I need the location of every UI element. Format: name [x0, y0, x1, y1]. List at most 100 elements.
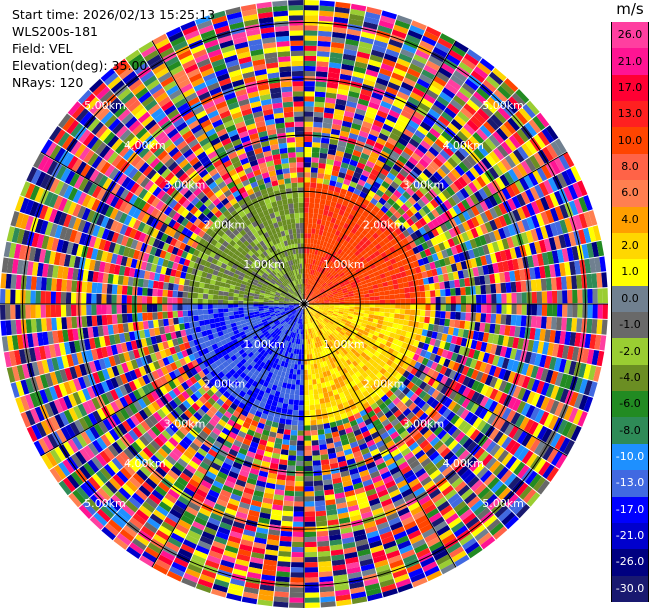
radar-gate — [452, 236, 460, 246]
radar-gate — [309, 192, 316, 199]
radar-gate — [389, 313, 395, 318]
radar-gate — [378, 132, 389, 142]
radar-gate — [309, 404, 316, 411]
radar-gate — [316, 271, 320, 277]
radar-gate — [507, 198, 517, 211]
radar-gate — [329, 138, 339, 146]
radar-gate — [458, 86, 473, 99]
radar-gate — [353, 113, 365, 121]
radar-gate — [433, 100, 447, 111]
radar-gate — [292, 374, 297, 380]
radar-gate — [448, 228, 457, 238]
radar-gate — [304, 440, 312, 446]
radar-gate — [288, 455, 296, 461]
radar-gate — [353, 311, 359, 316]
radar-gate — [304, 511, 316, 517]
radar-gate — [309, 304, 314, 307]
radar-gate — [387, 43, 402, 53]
radar-gate — [304, 126, 313, 132]
radar-gate — [313, 480, 324, 487]
radar-gate — [310, 177, 317, 183]
radar-gate — [370, 49, 385, 58]
radar-gate — [367, 133, 378, 142]
radar-gate — [319, 304, 325, 307]
radar-gate — [345, 242, 352, 249]
radar-gate — [596, 272, 603, 288]
radar-gate — [457, 328, 465, 338]
radar-gate — [501, 304, 507, 314]
radar-gate — [460, 304, 467, 312]
radar-gate — [405, 269, 412, 277]
radar-gate — [389, 294, 396, 300]
radar-gate — [304, 294, 307, 299]
radar-gate — [414, 266, 422, 274]
radar-gate — [388, 317, 395, 323]
radar-gate — [501, 293, 507, 304]
radar-gate — [425, 89, 439, 100]
radar-gate — [380, 15, 396, 25]
radar-gate — [374, 307, 380, 312]
radar-gate — [569, 332, 577, 346]
radar-gate — [372, 205, 381, 214]
radar-gate — [372, 181, 381, 189]
radar-gate — [328, 243, 334, 250]
radar-gate — [565, 168, 577, 184]
radar-gate — [541, 128, 555, 144]
radar-gate — [540, 278, 547, 291]
radar-gate — [295, 384, 300, 390]
radar-gate — [330, 263, 336, 269]
radar-gate — [386, 114, 398, 124]
radar-gate — [325, 163, 334, 171]
radar-gate — [443, 160, 455, 172]
radar-gate — [437, 37, 453, 49]
radar-gate — [583, 195, 593, 211]
radar-gate — [326, 82, 339, 89]
radar-gate — [377, 247, 385, 255]
radar-gate — [307, 263, 311, 269]
radar-gate — [291, 562, 304, 568]
radar-gate — [279, 535, 292, 542]
radar-gate — [378, 197, 387, 206]
radar-gate — [314, 233, 319, 240]
radar-gate — [369, 151, 380, 160]
radar-gate — [315, 71, 328, 78]
radar-gate — [329, 268, 335, 274]
radar-gate — [308, 389, 314, 396]
radar-gate — [448, 255, 456, 265]
radar-gate — [439, 232, 448, 242]
radar-gate — [445, 264, 453, 273]
radar-gate — [455, 90, 470, 103]
radar-gate — [430, 290, 436, 297]
radar-gate — [323, 178, 330, 185]
radar-gate — [421, 69, 435, 80]
radar-gate — [287, 460, 296, 466]
radar-gate — [439, 91, 453, 103]
radar-gate — [289, 602, 304, 608]
radar-gate — [285, 419, 292, 425]
radar-gate — [438, 115, 451, 127]
radar-gate — [414, 211, 423, 221]
radar-gate — [304, 157, 312, 163]
radar-gate — [493, 89, 508, 103]
radar-gate — [314, 399, 320, 405]
radar-gate — [315, 283, 320, 289]
radar-gate — [313, 297, 319, 301]
radar-gate — [538, 239, 547, 253]
radar-gate — [471, 304, 477, 313]
radar-gate — [377, 25, 393, 34]
radar-gate — [378, 240, 386, 248]
radar-gate — [401, 276, 408, 283]
radar-gate — [361, 283, 368, 289]
radar-gate — [500, 282, 507, 293]
radar-gate — [304, 541, 317, 548]
radar-gate — [473, 163, 484, 176]
radar-gate — [294, 491, 304, 497]
radar-gate — [518, 107, 532, 122]
radar-gate — [521, 143, 533, 157]
radar-gate — [312, 460, 321, 466]
radar-gate — [486, 182, 497, 195]
radar-gate — [460, 312, 466, 321]
radar-gate — [426, 131, 438, 143]
radar-gate — [306, 289, 309, 295]
radar-gate — [465, 295, 472, 304]
